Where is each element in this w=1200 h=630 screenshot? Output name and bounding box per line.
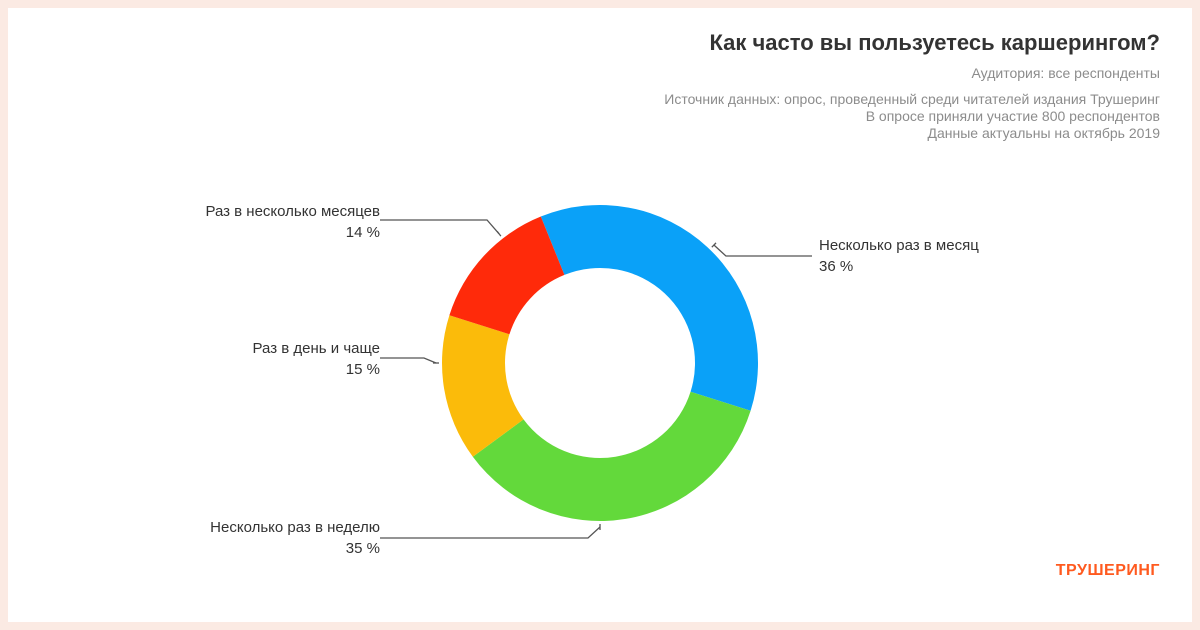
slice-monthly	[540, 204, 759, 411]
label-daily: Раз в день и чаще 15 %	[253, 338, 380, 380]
brand-logo: ТРУШЕРИНГ	[1055, 562, 1160, 579]
label-monthly: Несколько раз в месяц 36 %	[819, 235, 979, 277]
date-line: Данные актуальны на октябрь 2019	[927, 125, 1160, 141]
source-line: Источник данных: опрос, проведенный сред…	[664, 91, 1160, 107]
leader-monthly	[713, 244, 812, 257]
slice-daily	[442, 315, 524, 457]
label-few-months-name: Раз в несколько месяцев	[205, 203, 380, 220]
slice-weekly	[472, 391, 751, 521]
leader-daily	[380, 357, 437, 364]
label-weekly: Несколько раз в неделю 35 %	[210, 517, 380, 559]
chart-title: Как часто вы пользуетесь каршерингом?	[709, 30, 1160, 55]
label-weekly-name: Несколько раз в неделю	[210, 519, 380, 536]
label-daily-value: 15 %	[345, 361, 380, 378]
audience-note: Аудитория: все респонденты	[971, 65, 1160, 81]
slice-few-months	[449, 216, 565, 335]
label-monthly-name: Несколько раз в месяц	[819, 237, 979, 254]
label-few-months: Раз в несколько месяцев 14 %	[205, 201, 380, 243]
label-daily-name: Раз в день и чаще	[252, 340, 380, 357]
respondents-line: В опросе приняли участие 800 респонденто…	[865, 108, 1160, 124]
leader-few-months	[380, 219, 500, 235]
label-few-months-value: 14 %	[345, 224, 380, 241]
leader-monthly-tick	[711, 242, 717, 248]
label-weekly-value: 35 %	[345, 540, 380, 557]
label-monthly-value: 36 %	[819, 258, 854, 275]
source-notes: Источник данных: опрос, проведенный сред…	[664, 91, 1160, 142]
leader-weekly	[380, 526, 601, 539]
leader-few-months-tick	[496, 231, 502, 237]
